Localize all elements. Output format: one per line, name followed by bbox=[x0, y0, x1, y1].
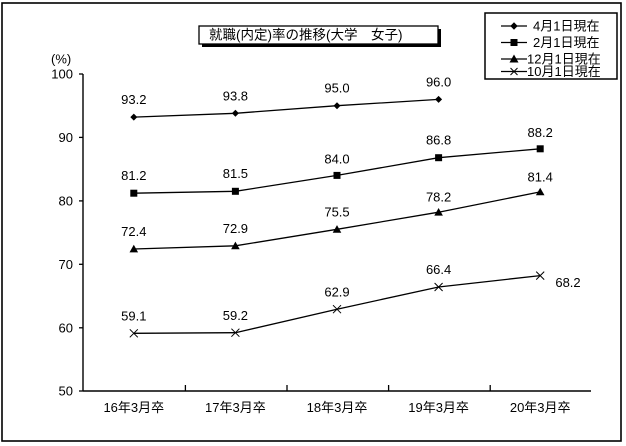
svg-text:19年3月卒: 19年3月卒 bbox=[408, 400, 469, 415]
svg-text:20年3月卒: 20年3月卒 bbox=[510, 400, 571, 415]
svg-text:59.2: 59.2 bbox=[223, 308, 248, 323]
svg-text:就職(内定)率の推移(大学 女子): 就職(内定)率の推移(大学 女子) bbox=[209, 27, 402, 43]
svg-text:100: 100 bbox=[51, 67, 73, 82]
svg-text:80: 80 bbox=[59, 193, 73, 208]
svg-text:84.0: 84.0 bbox=[324, 152, 349, 167]
svg-text:93.2: 93.2 bbox=[121, 92, 146, 107]
svg-text:81.4: 81.4 bbox=[528, 170, 553, 185]
svg-text:70: 70 bbox=[59, 257, 73, 272]
svg-text:86.8: 86.8 bbox=[426, 133, 451, 148]
svg-text:18年3月卒: 18年3月卒 bbox=[307, 400, 368, 415]
svg-text:72.4: 72.4 bbox=[121, 224, 146, 239]
svg-text:50: 50 bbox=[59, 384, 73, 399]
svg-text:81.5: 81.5 bbox=[223, 166, 248, 181]
svg-text:72.9: 72.9 bbox=[223, 221, 248, 236]
svg-text:75.5: 75.5 bbox=[324, 204, 349, 219]
svg-text:78.2: 78.2 bbox=[426, 190, 451, 205]
svg-text:95.0: 95.0 bbox=[324, 81, 349, 96]
svg-text:96.0: 96.0 bbox=[426, 75, 451, 90]
svg-text:16年3月卒: 16年3月卒 bbox=[103, 400, 164, 415]
svg-text:4月1日現在: 4月1日現在 bbox=[533, 19, 599, 34]
svg-text:66.4: 66.4 bbox=[426, 262, 451, 277]
svg-text:60: 60 bbox=[59, 320, 73, 335]
svg-text:93.8: 93.8 bbox=[223, 89, 248, 104]
svg-text:10月1日現在: 10月1日現在 bbox=[527, 64, 601, 79]
svg-text:2月1日現在: 2月1日現在 bbox=[533, 35, 599, 50]
svg-text:90: 90 bbox=[59, 130, 73, 145]
svg-text:(%): (%) bbox=[51, 52, 71, 67]
svg-text:81.2: 81.2 bbox=[121, 168, 146, 183]
svg-text:88.2: 88.2 bbox=[528, 125, 553, 140]
svg-text:62.9: 62.9 bbox=[324, 284, 349, 299]
svg-text:68.2: 68.2 bbox=[555, 275, 580, 290]
svg-text:17年3月卒: 17年3月卒 bbox=[205, 400, 266, 415]
svg-text:59.1: 59.1 bbox=[121, 309, 146, 324]
